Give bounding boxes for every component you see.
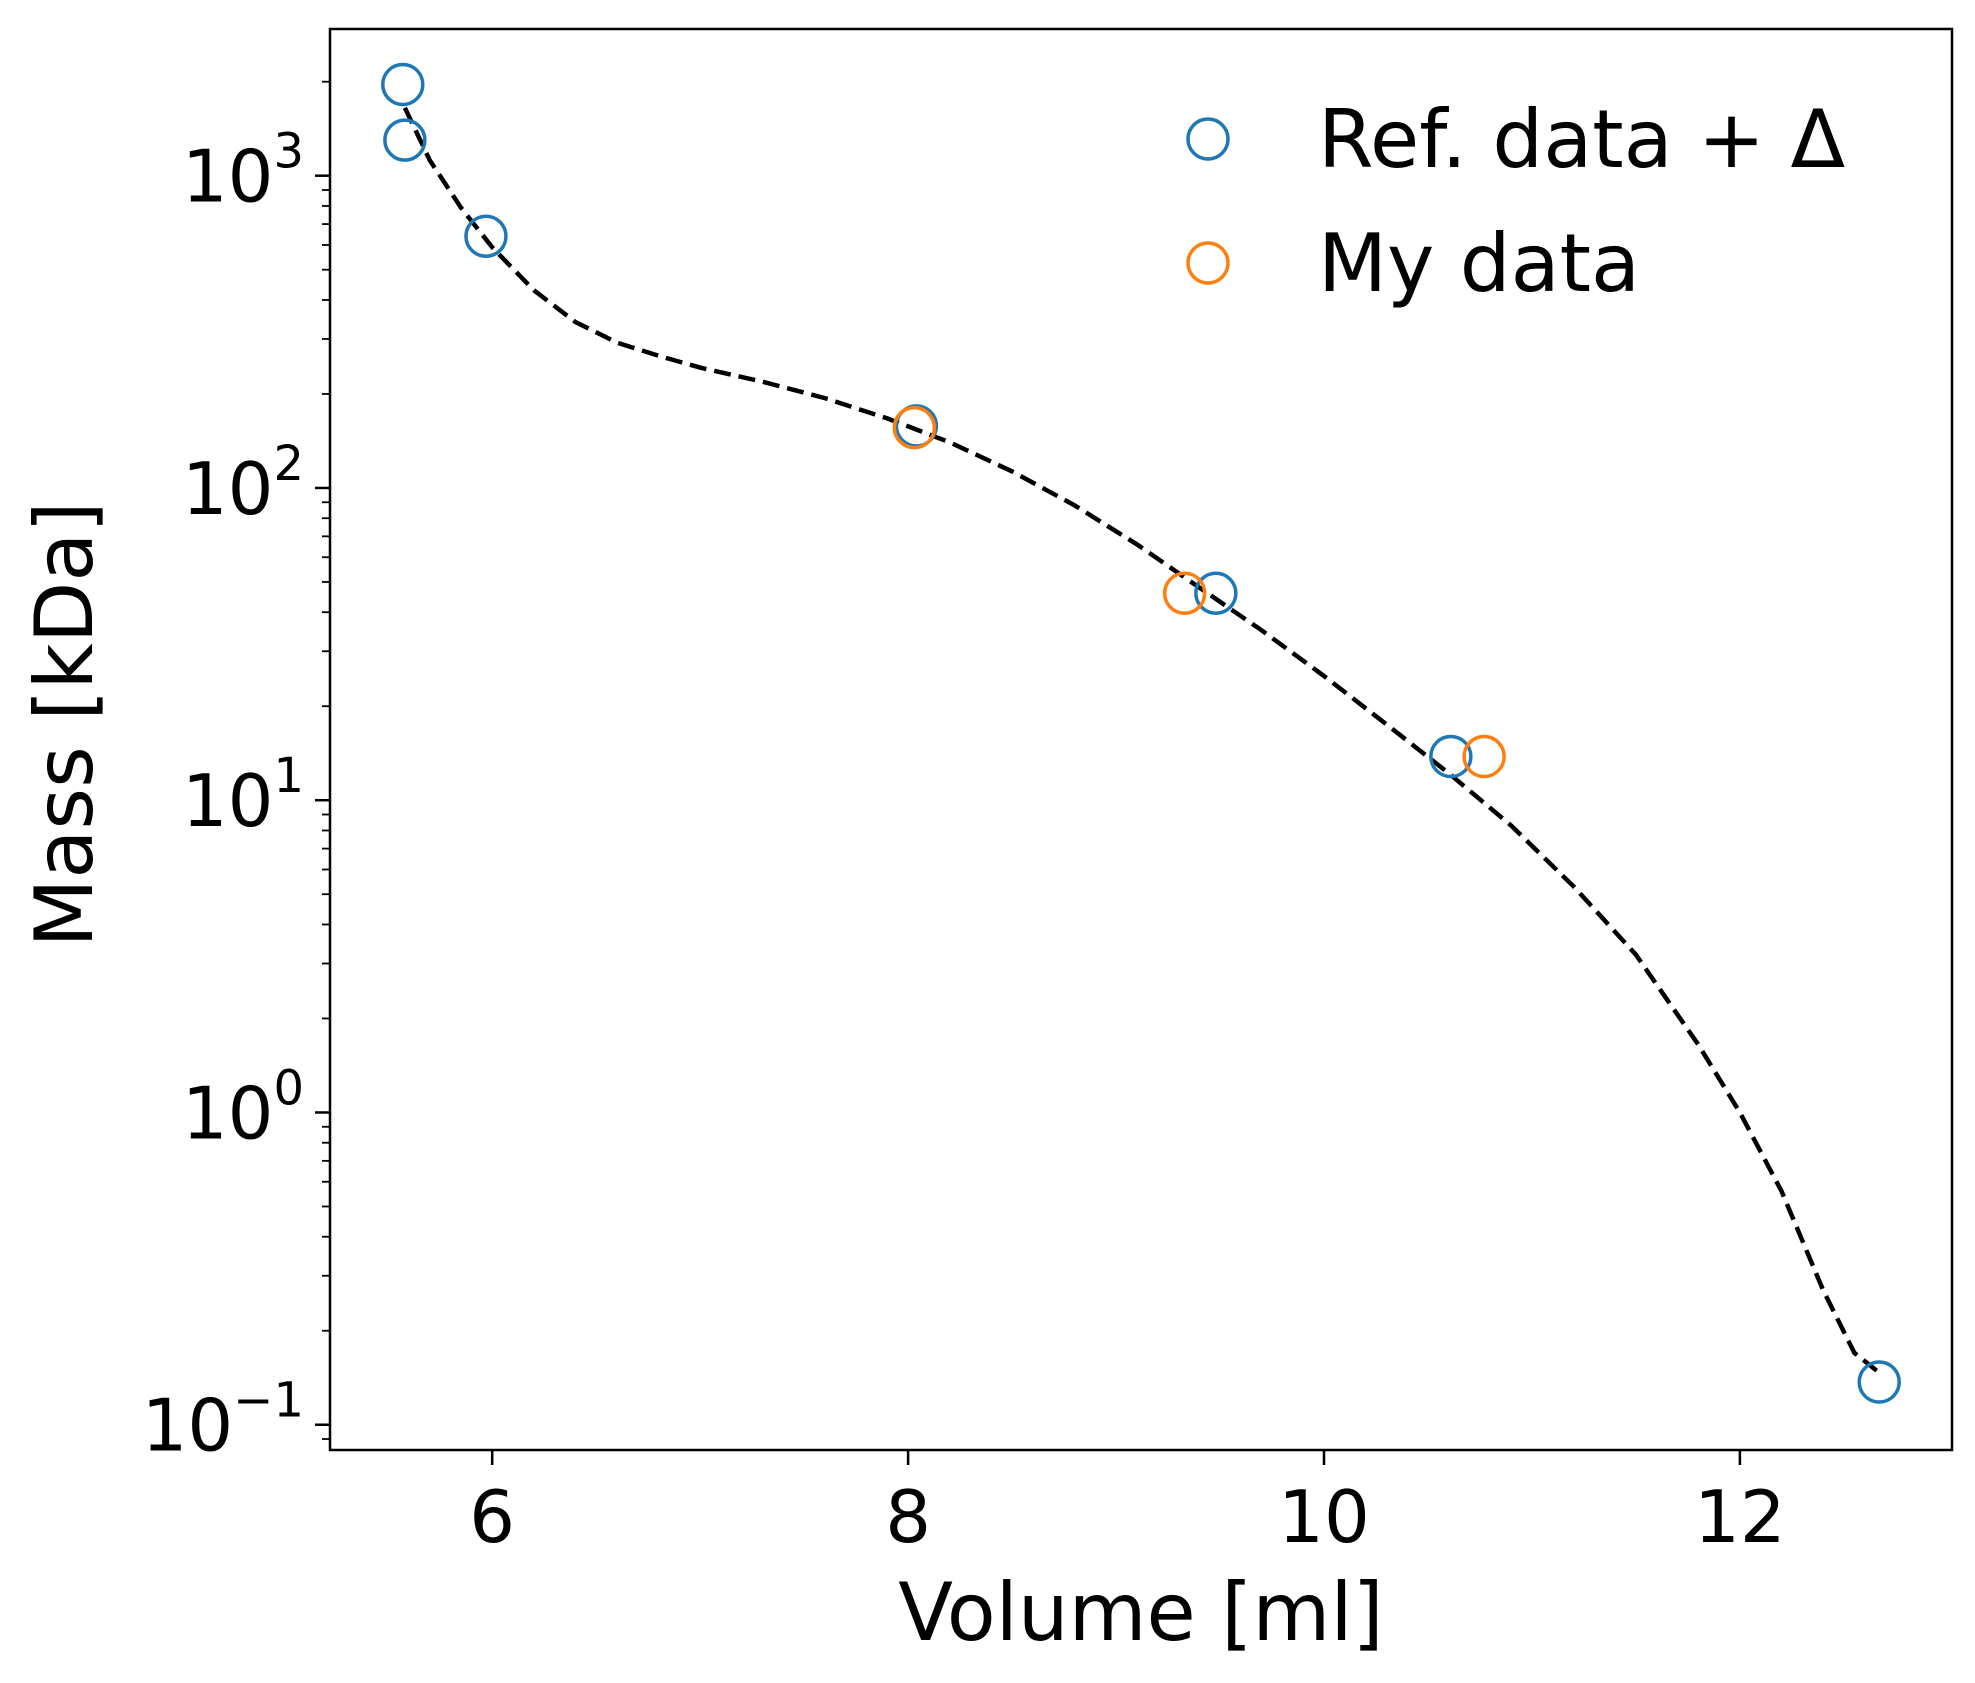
plot-frame bbox=[328, 27, 1954, 1452]
y-axis-label: Mass [kDa] bbox=[18, 501, 111, 947]
ref-data-point bbox=[464, 214, 508, 258]
ref-data-point bbox=[381, 62, 425, 107]
plot-layer bbox=[381, 62, 1901, 1404]
legend: Ref. data + Δ My data bbox=[1186, 93, 1846, 310]
y-tick-label: 10−1 bbox=[142, 1373, 304, 1468]
x-tick-label: 12 bbox=[1694, 1475, 1786, 1559]
ref-data-point bbox=[1857, 1360, 1901, 1404]
x-tick-label: 8 bbox=[885, 1475, 931, 1559]
y-tick-label: 101 bbox=[182, 748, 304, 843]
my-data-point bbox=[892, 405, 937, 450]
ref-data-point bbox=[1194, 571, 1238, 616]
legend-label: My data bbox=[1318, 217, 1640, 310]
legend-label: Ref. data + Δ bbox=[1318, 93, 1846, 186]
x-tick-label: 10 bbox=[1278, 1475, 1370, 1559]
ref-data-point bbox=[383, 118, 427, 162]
axis-ticks bbox=[315, 174, 1742, 1465]
y-tick-label: 100 bbox=[182, 1060, 304, 1155]
ref-data-point bbox=[1429, 734, 1473, 779]
x-axis-label: Volume [ml] bbox=[898, 1566, 1384, 1659]
y-tick-label: 103 bbox=[182, 124, 304, 219]
legend-marker bbox=[1186, 117, 1230, 161]
y-minor-ticks bbox=[322, 80, 330, 1440]
tick-labels: 6 8 10 12 10−1 100 101 102 103 bbox=[142, 124, 1786, 1559]
fit-line bbox=[402, 106, 1883, 1377]
y-tick-label: 102 bbox=[182, 436, 304, 531]
my-data-point bbox=[1162, 571, 1207, 616]
x-tick-label: 6 bbox=[469, 1475, 515, 1559]
my-data-point bbox=[1462, 734, 1506, 779]
legend-marker bbox=[1186, 241, 1230, 285]
